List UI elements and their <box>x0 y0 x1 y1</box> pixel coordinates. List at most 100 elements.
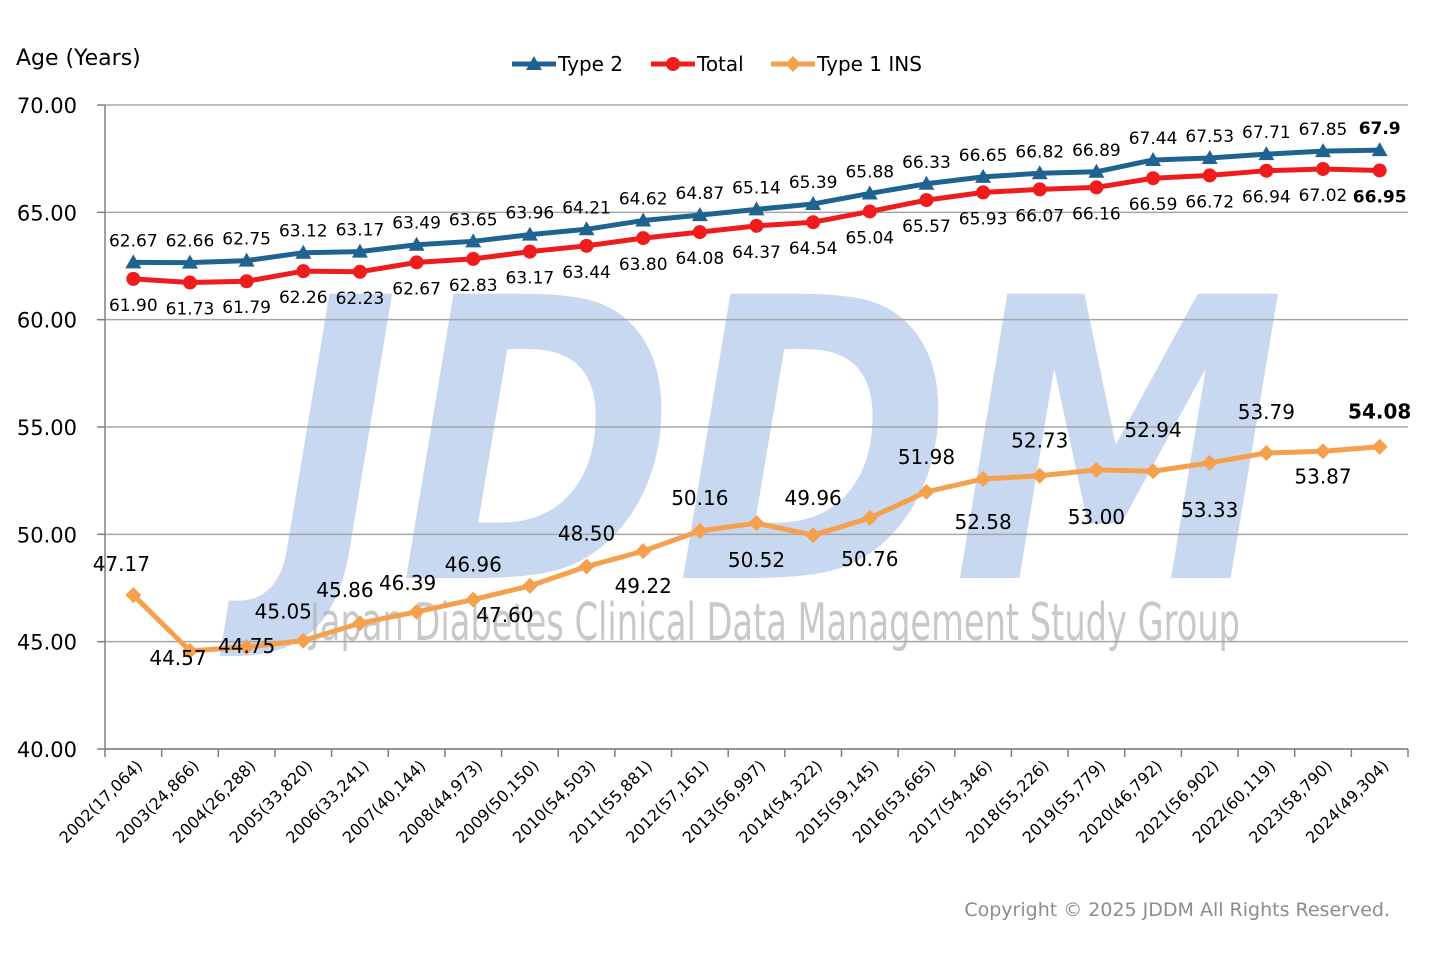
data-point <box>1145 151 1162 166</box>
data-point <box>1371 142 1388 157</box>
data-label: 65.14 <box>732 178 781 198</box>
data-label: 67.9 <box>1359 119 1401 139</box>
legend-label: Total <box>696 52 744 76</box>
data-label: 52.73 <box>1011 429 1068 453</box>
data-point <box>125 587 142 604</box>
data-point <box>918 175 935 190</box>
data-label: 49.22 <box>615 574 672 598</box>
data-label: 54.08 <box>1348 400 1411 424</box>
data-label: 67.44 <box>1129 129 1178 149</box>
data-point <box>1089 180 1104 195</box>
data-point <box>295 244 312 259</box>
data-point <box>805 195 822 210</box>
data-label: 66.94 <box>1242 188 1291 208</box>
data-point <box>465 233 482 248</box>
data-label: 47.17 <box>93 552 150 576</box>
data-label: 46.39 <box>379 571 436 595</box>
data-point <box>785 56 801 72</box>
data-point <box>1202 168 1217 183</box>
data-point <box>1315 443 1332 460</box>
data-label: 61.79 <box>222 298 271 318</box>
series <box>125 142 1388 659</box>
data-label: 63.96 <box>506 204 555 224</box>
data-label: 63.12 <box>279 222 328 242</box>
data-label: 47.60 <box>476 603 533 627</box>
data-label: 65.39 <box>789 173 838 193</box>
data-point <box>408 236 425 251</box>
data-point <box>805 527 822 544</box>
data-point <box>636 231 651 246</box>
data-label: 66.16 <box>1072 204 1121 224</box>
y-tick-label: 50.00 <box>17 523 77 547</box>
y-axis-label: Age (Years) <box>16 46 141 71</box>
data-point <box>1088 163 1105 178</box>
data-point <box>125 254 142 269</box>
data-point <box>578 558 595 575</box>
data-point <box>526 56 542 70</box>
data-label: 67.02 <box>1299 186 1348 206</box>
data-point <box>1371 438 1388 455</box>
data-point <box>521 577 538 594</box>
legend-label: Type 2 <box>557 52 623 76</box>
data-point <box>635 543 652 560</box>
data-point <box>1032 182 1047 197</box>
data-point <box>1201 150 1218 165</box>
data-point <box>181 642 198 659</box>
data-label: 62.83 <box>449 276 498 296</box>
data-label: 51.98 <box>898 445 955 469</box>
data-point <box>1031 467 1048 484</box>
data-point <box>748 515 765 532</box>
data-point <box>861 510 878 527</box>
data-point <box>1259 163 1274 178</box>
data-point <box>465 591 482 608</box>
data-point <box>181 254 198 269</box>
data-label: 64.87 <box>676 184 725 204</box>
data-label: 66.07 <box>1015 206 1064 226</box>
data-point <box>861 185 878 200</box>
data-label: 63.44 <box>562 263 611 283</box>
data-label: 45.86 <box>316 578 373 602</box>
data-label: 63.80 <box>619 255 668 275</box>
data-label: 64.08 <box>676 249 725 269</box>
data-label: 66.59 <box>1129 195 1178 215</box>
data-point <box>1372 163 1387 178</box>
data-point <box>295 632 312 649</box>
data-label: 45.05 <box>255 600 312 624</box>
data-label: 65.57 <box>902 217 951 237</box>
legend-item-total: Total <box>651 52 744 76</box>
data-label: 53.79 <box>1238 400 1295 424</box>
data-point <box>1316 161 1331 176</box>
y-tick-label: 65.00 <box>17 201 77 225</box>
series-total <box>126 161 1387 290</box>
data-label: 62.67 <box>392 279 441 299</box>
data-point <box>748 201 765 216</box>
data-point <box>1258 444 1275 461</box>
data-point <box>409 255 424 270</box>
data-point <box>352 264 367 279</box>
data-label: 44.75 <box>218 634 275 658</box>
data-label: 61.73 <box>166 300 215 320</box>
data-label: 53.87 <box>1294 464 1351 488</box>
data-label: 50.16 <box>671 486 728 510</box>
copyright-text: Copyright © 2025 JDDM All Rights Reserve… <box>964 899 1390 921</box>
data-label: 63.17 <box>336 221 385 241</box>
data-label: 53.33 <box>1181 498 1238 522</box>
data-point <box>521 226 538 241</box>
data-label: 61.90 <box>109 296 158 316</box>
data-point <box>1088 461 1105 478</box>
data-labels: 62.67 62.66 62.75 63.12 63.17 63.49 63.65 63.96… <box>93 119 1412 670</box>
data-label: 52.58 <box>954 510 1011 534</box>
data-point <box>1315 143 1332 158</box>
data-point <box>408 603 425 620</box>
data-point <box>975 168 992 183</box>
data-point <box>1201 454 1218 471</box>
data-point <box>691 522 708 539</box>
series-type-2 <box>125 142 1388 269</box>
data-point <box>635 212 652 227</box>
data-label: 53.00 <box>1068 505 1125 529</box>
data-point <box>126 271 141 286</box>
legend: Type 2 Total Type 1 INS <box>512 52 922 76</box>
data-point <box>466 251 481 266</box>
